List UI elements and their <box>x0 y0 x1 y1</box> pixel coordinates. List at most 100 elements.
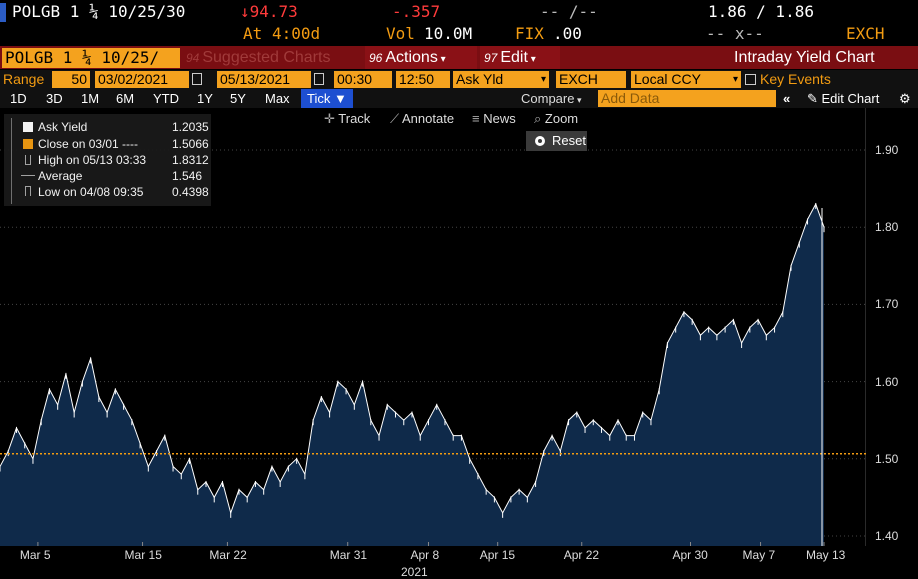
period-1m[interactable]: 1M <box>81 91 100 106</box>
end-time-field[interactable]: 12:50 <box>396 71 450 88</box>
data-point <box>230 511 232 518</box>
crosshair-icon: ✛ <box>324 111 339 126</box>
security-name[interactable]: POLGB 1 ¼ 10/25/30 <box>12 2 186 21</box>
security-marker <box>0 3 6 22</box>
data-point <box>749 326 751 333</box>
news-button[interactable]: ≡ News <box>472 111 516 126</box>
reset-button[interactable]: Reset <box>526 131 587 151</box>
data-point <box>642 411 644 418</box>
data-point <box>205 480 207 487</box>
data-point <box>254 480 256 487</box>
data-point <box>526 496 528 503</box>
data-point <box>625 434 627 441</box>
data-point <box>296 457 298 464</box>
calendar-icon[interactable] <box>314 73 324 85</box>
data-point <box>469 457 471 464</box>
range-label: Range <box>3 71 45 87</box>
data-point <box>0 465 1 472</box>
key-events-checkbox[interactable] <box>745 74 756 85</box>
ticker-input[interactable]: POLGB 1 ¼ 10/25/ <box>2 48 180 68</box>
data-point <box>48 388 50 395</box>
suggested-charts-button[interactable]: 94 Suggested Charts <box>186 49 331 66</box>
start-date-field[interactable]: 03/02/2021 <box>95 71 189 88</box>
period-ytd[interactable]: YTD <box>153 91 179 106</box>
legend-close-label: Close on 03/01 ---- <box>38 137 139 151</box>
collapse-icon[interactable]: « <box>783 91 791 106</box>
x-tick-label: Mar 31 <box>329 548 368 562</box>
bid-ask: -- /-- <box>540 2 598 21</box>
period-6m[interactable]: 6M <box>116 91 135 106</box>
edit-menu[interactable]: 97 Edit ▾ <box>480 46 560 69</box>
zoom-button[interactable]: ⌕ Zoom <box>534 111 579 126</box>
chart-title: Intraday Yield Chart <box>734 49 875 66</box>
add-data-input[interactable]: Add Data <box>598 90 776 107</box>
data-point <box>452 434 454 441</box>
field-select[interactable]: Ask Yld ▾ <box>453 71 549 88</box>
data-point <box>32 457 34 464</box>
period-max[interactable]: Max <box>265 91 290 106</box>
end-date-field[interactable]: 05/13/2021 <box>217 71 311 88</box>
pen-icon: ⟋ <box>390 111 402 126</box>
data-point <box>502 511 504 518</box>
annotate-button[interactable]: ⟋ Annotate <box>390 111 455 126</box>
track-button[interactable]: ✛ Track <box>324 111 371 126</box>
compare-menu[interactable]: Compare ▾ <box>521 91 582 106</box>
data-point <box>279 480 281 487</box>
data-point <box>345 388 347 395</box>
data-point <box>774 326 776 333</box>
data-point <box>551 434 553 441</box>
data-point <box>271 465 273 472</box>
data-point <box>263 488 265 495</box>
data-point <box>411 411 413 418</box>
ask-yield-area <box>0 204 824 546</box>
news-icon: ≡ <box>472 111 484 126</box>
data-point <box>436 403 438 410</box>
data-point <box>98 396 100 403</box>
data-point <box>823 226 825 233</box>
data-point <box>81 380 83 387</box>
period-5y[interactable]: 5Y <box>230 91 246 106</box>
data-point <box>73 411 75 418</box>
high-marker-icon <box>25 155 31 165</box>
time-value: 4:00d <box>272 24 321 43</box>
legend-ask-yield-value: 1.2035 <box>172 120 209 134</box>
data-point <box>732 318 734 325</box>
start-time-field[interactable]: 00:30 <box>334 71 392 88</box>
actions-menu[interactable]: 96 Actions ▾ <box>365 46 477 69</box>
y-tick-label: 1.50 <box>875 451 899 466</box>
data-point <box>493 496 495 503</box>
calendar-icon[interactable] <box>192 73 202 85</box>
yield-chart[interactable] <box>0 108 866 546</box>
average-line-icon <box>21 175 35 176</box>
time-label: At <box>243 24 263 43</box>
period-1y[interactable]: 1Y <box>197 91 213 106</box>
data-point <box>353 403 355 410</box>
data-point <box>568 419 570 426</box>
gear-icon[interactable]: ⚙ <box>899 91 911 106</box>
source-field[interactable]: EXCH <box>556 71 626 88</box>
last-price: ↓94.73 <box>240 2 298 21</box>
data-point <box>798 241 800 248</box>
x-tick-label: Mar 15 <box>124 548 162 562</box>
period-3d[interactable]: 3D <box>46 91 63 106</box>
data-point <box>147 465 149 472</box>
tick-selector[interactable]: Tick ▼ <box>301 89 353 108</box>
data-point <box>312 419 314 426</box>
data-point <box>683 311 685 318</box>
data-point <box>444 419 446 426</box>
data-point <box>419 434 421 441</box>
x-tick-label: Mar 5 <box>19 548 51 562</box>
data-point <box>139 442 141 449</box>
data-point <box>304 473 306 480</box>
period-1d[interactable]: 1D <box>10 91 27 106</box>
data-point <box>114 388 116 395</box>
fix-label: FIX <box>515 24 544 43</box>
data-point <box>329 411 331 418</box>
data-point <box>633 434 635 441</box>
currency-select[interactable]: Local CCY ▾ <box>631 71 741 88</box>
data-point <box>386 403 388 410</box>
interval-field[interactable]: 50 <box>52 71 90 88</box>
edit-chart-button[interactable]: ✎ Edit Chart <box>807 91 880 106</box>
data-point <box>172 465 174 472</box>
net-change: -.357 <box>392 2 441 21</box>
